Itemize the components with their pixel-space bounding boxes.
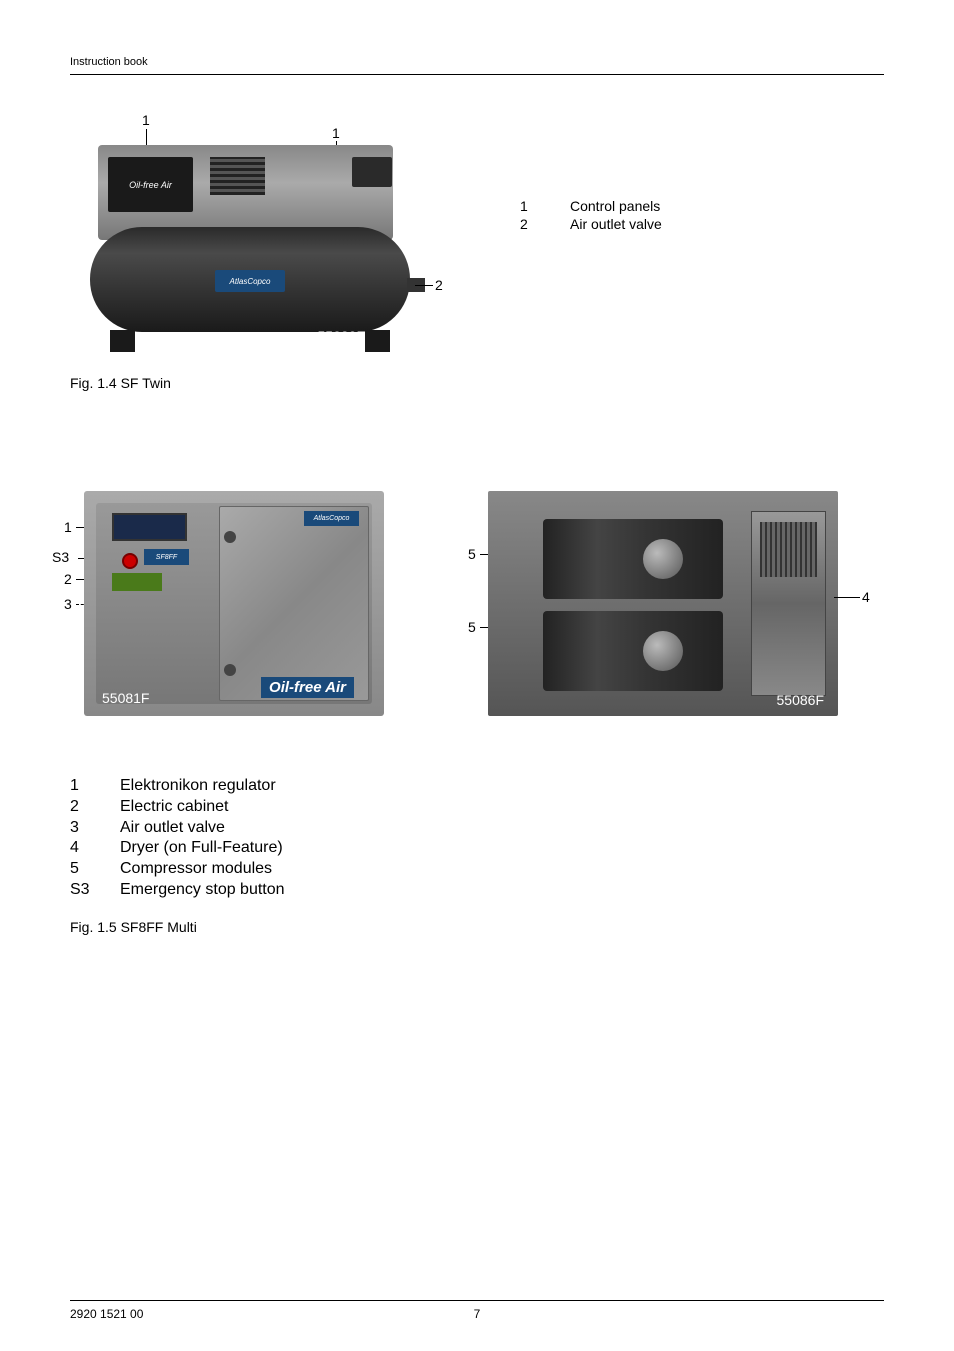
callout-line bbox=[834, 597, 860, 598]
cabinet-door bbox=[219, 506, 369, 701]
dryer-grille bbox=[760, 522, 817, 577]
footer-page-number: 7 bbox=[341, 1307, 612, 1321]
door-hinge bbox=[224, 664, 236, 676]
legend-text: Dryer (on Full-Feature) bbox=[120, 838, 283, 859]
legend-text: Electric cabinet bbox=[120, 797, 229, 818]
elektronikon-display bbox=[112, 513, 187, 541]
legend-num: 2 bbox=[520, 215, 540, 233]
callout-line bbox=[415, 285, 433, 286]
compressor-module bbox=[543, 611, 723, 691]
legend-num: 3 bbox=[70, 818, 90, 839]
header-title: Instruction book bbox=[70, 56, 148, 68]
figure-1-4-legend: 1 Control panels 2 Air outlet valve bbox=[520, 197, 662, 357]
legend-row: 1 Elektronikon regulator bbox=[70, 776, 884, 797]
legend-num: 1 bbox=[520, 197, 540, 215]
figure-1-5-caption: Fig. 1.5 SF8FF Multi bbox=[70, 919, 884, 935]
figure-1-4-block: 1 1 Oil-free Air AtlasCopco 55080F bbox=[70, 127, 884, 391]
legend-row: 3 Air outlet valve bbox=[70, 818, 884, 839]
figure-1-5-block: 1 S3 2 3 SF8FF Atlas bbox=[70, 491, 884, 935]
model-label: SF8FF bbox=[144, 549, 189, 565]
brand-badge: AtlasCopco bbox=[215, 270, 285, 292]
callout-3: 3 bbox=[64, 596, 72, 612]
legend-num: 2 bbox=[70, 797, 90, 818]
image-label: 55081F bbox=[102, 690, 149, 706]
module-cylinder bbox=[643, 539, 683, 579]
legend-row: S3 Emergency stop button bbox=[70, 880, 884, 901]
legend-num: S3 bbox=[70, 880, 90, 901]
door-hinge bbox=[224, 531, 236, 543]
page: Instruction book 1 1 Oil-free Air AtlasC… bbox=[0, 0, 954, 1351]
compressor-module bbox=[543, 519, 723, 599]
brand-logo: AtlasCopco bbox=[304, 511, 359, 526]
sf8ff-inside-image: 55086F bbox=[488, 491, 838, 716]
footer-spacer bbox=[613, 1307, 884, 1321]
figure-1-4-caption: Fig. 1.4 SF Twin bbox=[70, 375, 884, 391]
page-header: Instruction book bbox=[70, 52, 884, 75]
image-label: 55086F bbox=[777, 692, 824, 708]
footer-doc-number: 2920 1521 00 bbox=[70, 1307, 341, 1321]
legend-num: 1 bbox=[70, 776, 90, 797]
legend-text: Air outlet valve bbox=[570, 215, 662, 233]
legend-row: 2 Air outlet valve bbox=[520, 215, 662, 233]
legend-row: 1 Control panels bbox=[520, 197, 662, 215]
callout-4: 4 bbox=[862, 589, 870, 605]
legend-num: 5 bbox=[70, 859, 90, 880]
figure-1-5-legend: 1 Elektronikon regulator 2 Electric cabi… bbox=[70, 776, 884, 901]
sf-twin-image: Oil-free Air AtlasCopco 55080F bbox=[80, 127, 420, 352]
page-footer: 2920 1521 00 7 bbox=[70, 1300, 884, 1321]
vent-grille bbox=[210, 157, 265, 195]
callout-5b: 5 bbox=[468, 619, 476, 635]
legend-text: Emergency stop button bbox=[120, 880, 285, 901]
legend-text: Compressor modules bbox=[120, 859, 272, 880]
module-cylinder bbox=[643, 631, 683, 671]
callout-5a: 5 bbox=[468, 546, 476, 562]
callout-s3: S3 bbox=[52, 549, 69, 565]
legend-row: 4 Dryer (on Full-Feature) bbox=[70, 838, 884, 859]
callout-1: 1 bbox=[64, 519, 72, 535]
legend-text: Control panels bbox=[570, 197, 660, 215]
oil-free-panel: Oil-free Air bbox=[108, 157, 193, 212]
legend-text: Air outlet valve bbox=[120, 818, 225, 839]
control-panel-right bbox=[352, 157, 392, 187]
callout-2: 2 bbox=[64, 571, 72, 587]
legend-text: Elektronikon regulator bbox=[120, 776, 276, 797]
dryer-unit bbox=[751, 511, 826, 696]
green-label bbox=[112, 573, 162, 591]
legend-row: 5 Compressor modules bbox=[70, 859, 884, 880]
tank-leg bbox=[110, 330, 135, 352]
callout-1a: 1 bbox=[142, 112, 150, 128]
image-label: 55080F bbox=[318, 328, 365, 344]
tank-leg bbox=[365, 330, 390, 352]
legend-num: 4 bbox=[70, 838, 90, 859]
sf8ff-front-image: SF8FF AtlasCopco Oil-free Air 55081F bbox=[84, 491, 384, 716]
emergency-stop-icon bbox=[122, 553, 138, 569]
legend-row: 2 Electric cabinet bbox=[70, 797, 884, 818]
oil-free-banner: Oil-free Air bbox=[261, 677, 354, 698]
callout-2: 2 bbox=[435, 277, 443, 293]
